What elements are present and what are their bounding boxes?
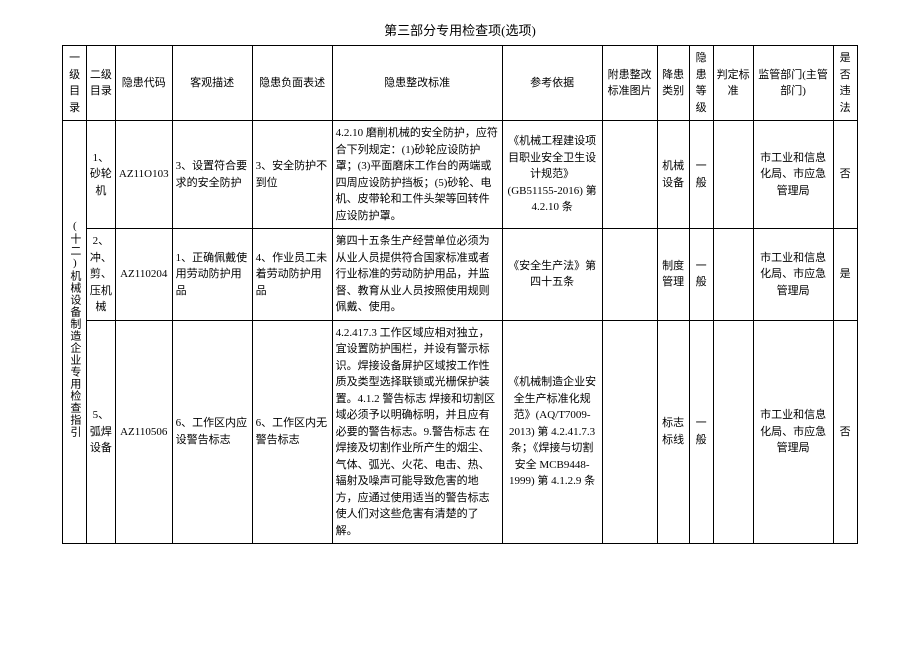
cell-img	[602, 229, 657, 321]
cell-level2: 1、砂轮机	[86, 121, 115, 229]
table-row: 5、弧焊设备 AZ110506 6、工作区内应设警告标志 6、工作区内无警告标志…	[63, 320, 857, 544]
cell-std: 4.2.417.3 工作区域应相对独立，宜设置防护围栏，并设有警示标识。焊接设备…	[332, 320, 502, 544]
col-cat: 降患类别	[657, 46, 689, 121]
cell-level1: (十二)机械设备制造企业专用检查指引	[63, 121, 87, 544]
table-row: 2、冲、剪、压机械 AZ110204 1、正确佩戴使用劳动防护用品 4、作业员工…	[63, 229, 857, 321]
col-dept: 监管部门(主管部门)	[753, 46, 833, 121]
cell-judge	[713, 121, 753, 229]
page-title: 第三部分专用检查项(选项)	[20, 20, 900, 39]
table-row: (十二)机械设备制造企业专用检查指引 1、砂轮机 AZ11O103 3、设置符合…	[63, 121, 857, 229]
cell-level2: 5、弧焊设备	[86, 320, 115, 544]
cell-code: AZ11O103	[115, 121, 172, 229]
cell-illegal: 否	[833, 320, 857, 544]
cell-code: AZ110204	[115, 229, 172, 321]
inspection-table: 一级目录 二级目录 隐患代码 客观描述 隐患负面表述 隐患整改标准 参考依据 附…	[62, 45, 857, 544]
cell-ref: 《安全生产法》第四十五条	[502, 229, 602, 321]
col-std: 隐患整改标准	[332, 46, 502, 121]
cell-judge	[713, 229, 753, 321]
cell-cat: 机械设备	[657, 121, 689, 229]
cell-desc: 1、正确佩戴使用劳动防护用品	[172, 229, 252, 321]
cell-desc: 3、设置符合要求的安全防护	[172, 121, 252, 229]
cell-cat: 制度管理	[657, 229, 689, 321]
cell-img	[602, 320, 657, 544]
cell-illegal: 否	[833, 121, 857, 229]
cell-dept: 市工业和信息化局、市应急管理局	[753, 121, 833, 229]
cell-std: 4.2.10 磨削机械的安全防护，应符合下列规定：(1)砂轮应设防护罩；(3)平…	[332, 121, 502, 229]
cell-img	[602, 121, 657, 229]
cell-ref: 《机械制造企业安全生产标准化规范》(AQ/T7009-2013) 第 4.2.4…	[502, 320, 602, 544]
cell-dept: 市工业和信息化局、市应急管理局	[753, 229, 833, 321]
cell-ref: 《机械工程建设项目职业安全卫生设计规范》(GB51155-2016) 第 4.2…	[502, 121, 602, 229]
col-level2: 二级目录	[86, 46, 115, 121]
cell-level2: 2、冲、剪、压机械	[86, 229, 115, 321]
col-judge: 判定标准	[713, 46, 753, 121]
cell-grade: 一般	[689, 229, 713, 321]
cell-grade: 一般	[689, 121, 713, 229]
cell-dept: 市工业和信息化局、市应急管理局	[753, 320, 833, 544]
col-grade: 隐患等级	[689, 46, 713, 121]
col-illegal: 是否违法	[833, 46, 857, 121]
col-level1: 一级目录	[63, 46, 87, 121]
header-row: 一级目录 二级目录 隐患代码 客观描述 隐患负面表述 隐患整改标准 参考依据 附…	[63, 46, 857, 121]
col-ref: 参考依据	[502, 46, 602, 121]
cell-neg: 3、安全防护不到位	[252, 121, 332, 229]
cell-desc: 6、工作区内应设警告标志	[172, 320, 252, 544]
col-img: 附患整改标准图片	[602, 46, 657, 121]
cell-cat: 标志标线	[657, 320, 689, 544]
cell-neg: 6、工作区内无警告标志	[252, 320, 332, 544]
cell-code: AZ110506	[115, 320, 172, 544]
cell-neg: 4、作业员工未着劳动防护用品	[252, 229, 332, 321]
col-desc: 客观描述	[172, 46, 252, 121]
cell-illegal: 是	[833, 229, 857, 321]
cell-judge	[713, 320, 753, 544]
col-code: 隐患代码	[115, 46, 172, 121]
cell-grade: 一般	[689, 320, 713, 544]
cell-std: 第四十五条生产经营单位必须为从业人员提供符合国家标准或者行业标准的劳动防护用品，…	[332, 229, 502, 321]
col-neg: 隐患负面表述	[252, 46, 332, 121]
